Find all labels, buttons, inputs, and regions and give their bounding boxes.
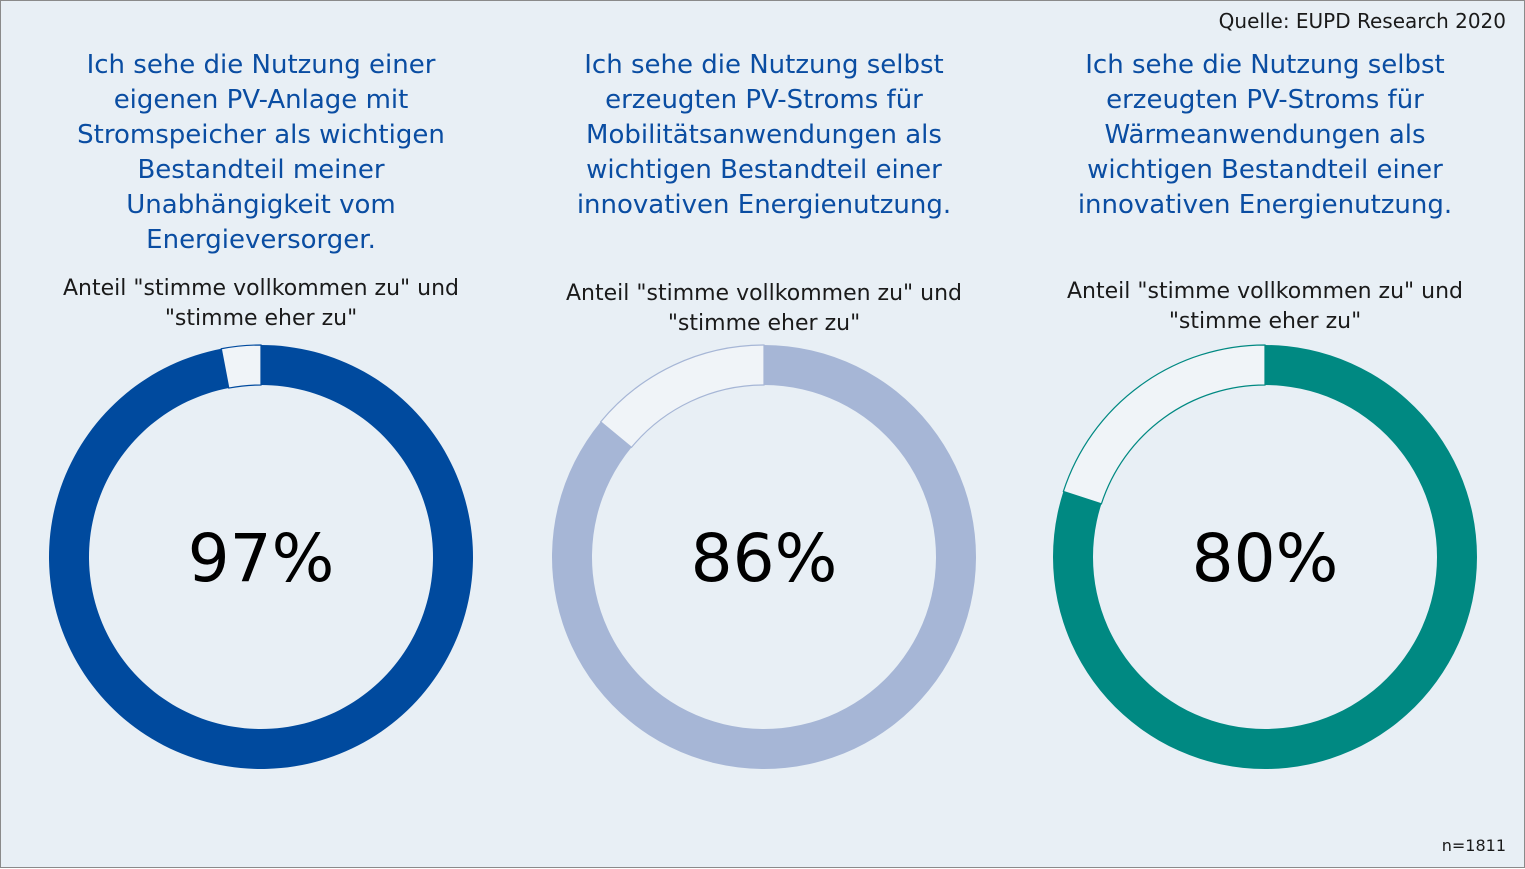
question-line: eigenen PV-Anlage mit xyxy=(113,85,409,115)
donut-remainder-segment xyxy=(220,344,262,389)
share-label-line: Anteil "stimme vollkommen zu" und xyxy=(63,276,459,301)
question-line: Unabhängigkeit vom xyxy=(126,190,396,220)
donut-panel-2: Ich sehe die Nutzung selbst erzeugten PV… xyxy=(514,1,1014,869)
question-line: Ich sehe die Nutzung selbst xyxy=(584,50,944,80)
donut-chart: 86% xyxy=(552,344,976,770)
donut-panel-3: Ich sehe die Nutzung selbst erzeugten PV… xyxy=(1015,1,1515,869)
donut-remainder-segment xyxy=(1062,344,1266,505)
question-line: innovativen Energienutzung. xyxy=(1077,190,1453,220)
share-label-line: Anteil "stimme vollkommen zu" und xyxy=(1067,279,1463,304)
share-label-line: Anteil "stimme vollkommen zu" und xyxy=(566,281,962,306)
share-label: Anteil "stimme vollkommen zu" und "stimm… xyxy=(11,274,511,334)
sample-size-label: n=1811 xyxy=(1441,836,1506,855)
donut-chart: 97% xyxy=(48,344,473,769)
share-label: Anteil "stimme vollkommen zu" und "stimm… xyxy=(1015,277,1515,337)
question-line: erzeugten PV-Stroms für xyxy=(605,85,923,115)
question-text: Ich sehe die Nutzung selbst erzeugten PV… xyxy=(514,48,1014,223)
donut-remainder-segment xyxy=(599,344,765,449)
donut-chart: 80% xyxy=(1053,344,1477,770)
question-line: Energieversorger. xyxy=(146,225,376,255)
donut-value-label: 86% xyxy=(691,520,838,597)
question-line: Stromspeicher als wichtigen xyxy=(77,120,445,150)
question-line: Wärmeanwendungen als xyxy=(1104,120,1426,150)
question-line: innovativen Energienutzung. xyxy=(576,190,952,220)
share-label-line: "stimme eher zu" xyxy=(1168,309,1362,334)
source-label: Quelle: EUPD Research 2020 xyxy=(1218,9,1506,33)
share-label: Anteil "stimme vollkommen zu" und "stimm… xyxy=(514,279,1014,339)
question-line: Bestandteil meiner xyxy=(137,155,385,185)
question-line: wichtigen Bestandteil einer xyxy=(586,155,942,185)
question-line: Mobilitätsanwendungen als xyxy=(586,120,942,150)
question-line: Ich sehe die Nutzung selbst xyxy=(1085,50,1445,80)
question-line: wichtigen Bestandteil einer xyxy=(1087,155,1443,185)
donut-value-label: 97% xyxy=(188,520,335,597)
question-text: Ich sehe die Nutzung selbst erzeugten PV… xyxy=(1015,48,1515,223)
donut-value-label: 80% xyxy=(1192,520,1339,597)
share-label-line: "stimme eher zu" xyxy=(667,311,861,336)
question-text: Ich sehe die Nutzung einer eigenen PV-An… xyxy=(11,48,511,258)
question-line: Ich sehe die Nutzung einer xyxy=(86,50,436,80)
donut-panel-1: Ich sehe die Nutzung einer eigenen PV-An… xyxy=(11,1,511,869)
question-line: erzeugten PV-Stroms für xyxy=(1106,85,1424,115)
share-label-line: "stimme eher zu" xyxy=(164,306,358,331)
